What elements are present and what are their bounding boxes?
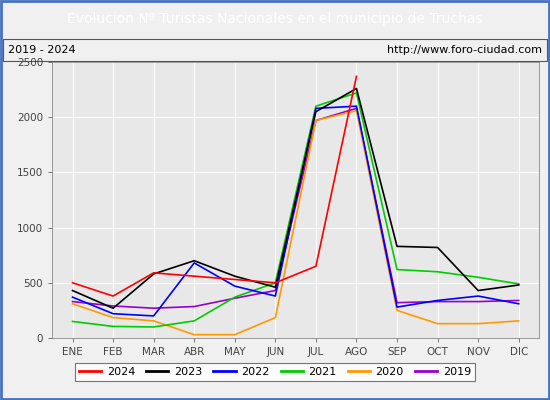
Text: http://www.foro-ciudad.com: http://www.foro-ciudad.com <box>387 45 542 55</box>
Text: Evolucion Nº Turistas Nacionales en el municipio de Truchas: Evolucion Nº Turistas Nacionales en el m… <box>67 12 483 26</box>
Text: 2019 - 2024: 2019 - 2024 <box>8 45 76 55</box>
Legend: 2024, 2023, 2022, 2021, 2020, 2019: 2024, 2023, 2022, 2021, 2020, 2019 <box>75 362 475 382</box>
